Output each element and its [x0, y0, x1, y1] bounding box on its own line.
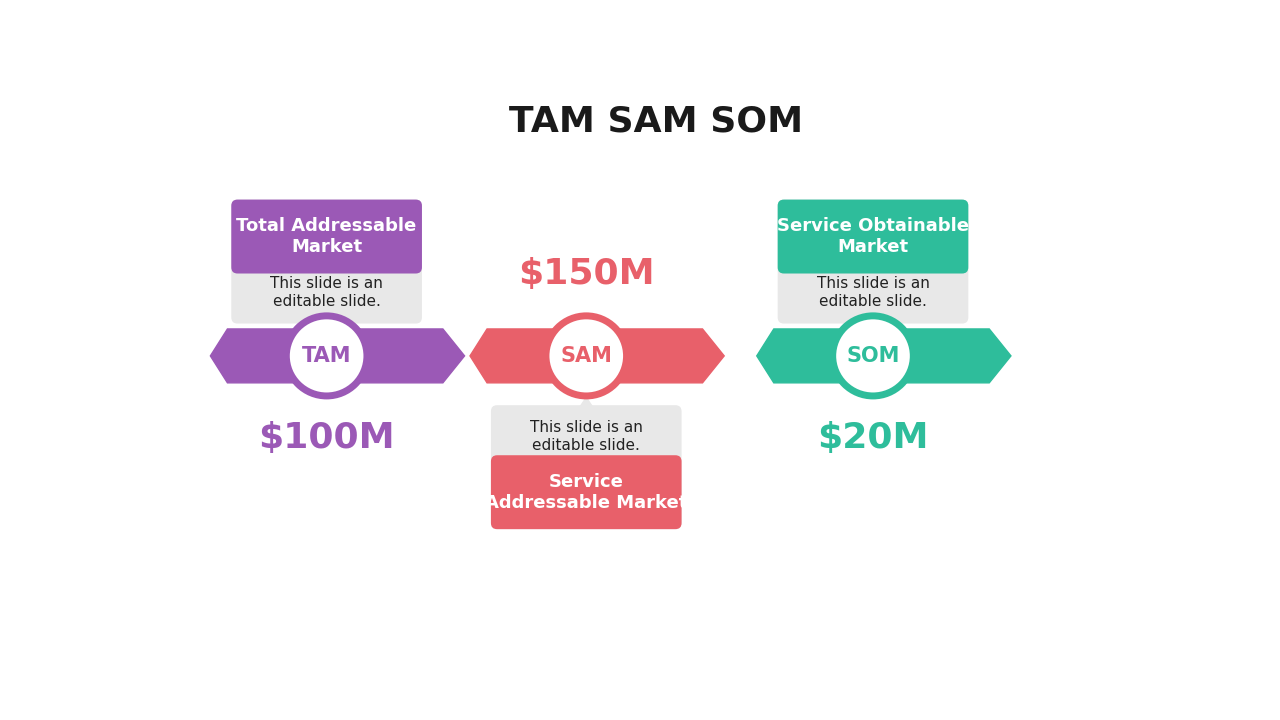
Text: SAM: SAM	[561, 346, 612, 366]
Text: This slide is an
editable slide.: This slide is an editable slide.	[530, 420, 643, 453]
Polygon shape	[470, 329, 724, 383]
Polygon shape	[317, 318, 335, 331]
Text: This slide is an
editable slide.: This slide is an editable slide.	[270, 276, 383, 309]
Text: SOM: SOM	[846, 346, 900, 366]
FancyBboxPatch shape	[492, 405, 681, 529]
FancyBboxPatch shape	[492, 455, 681, 529]
Circle shape	[547, 316, 626, 396]
Text: $20M: $20M	[817, 421, 929, 455]
FancyBboxPatch shape	[232, 199, 422, 323]
Circle shape	[287, 316, 367, 396]
Text: $150M: $150M	[518, 256, 654, 290]
Bar	[783, 258, 963, 267]
Polygon shape	[864, 318, 882, 331]
Text: $100M: $100M	[259, 421, 396, 455]
Bar	[497, 459, 676, 471]
Circle shape	[833, 316, 914, 396]
Text: TAM: TAM	[302, 346, 352, 366]
Text: Service Obtainable
Market: Service Obtainable Market	[777, 217, 969, 256]
FancyBboxPatch shape	[778, 199, 969, 323]
Text: TAM SAM SOM: TAM SAM SOM	[509, 104, 803, 138]
Polygon shape	[577, 397, 595, 411]
Polygon shape	[210, 329, 465, 383]
Text: Total Addressable
Market: Total Addressable Market	[237, 217, 417, 256]
FancyBboxPatch shape	[778, 199, 969, 274]
Bar	[238, 258, 416, 267]
Text: Service
Addressable Market: Service Addressable Market	[485, 473, 687, 512]
FancyBboxPatch shape	[232, 199, 422, 274]
Polygon shape	[756, 329, 1011, 383]
Text: This slide is an
editable slide.: This slide is an editable slide.	[817, 276, 929, 309]
